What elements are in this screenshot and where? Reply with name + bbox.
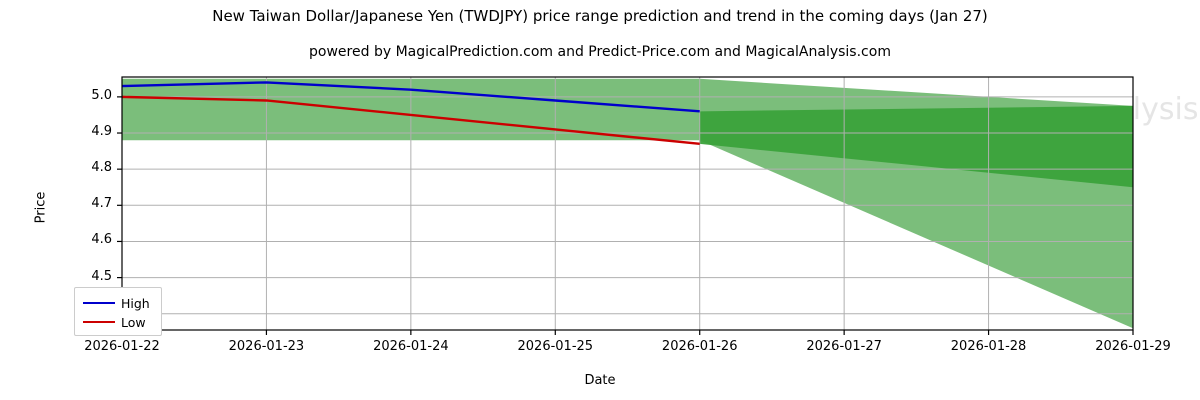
legend-item-high: High [75,295,150,311]
legend-swatch-high [83,302,115,304]
legend-label-high: High [121,295,150,311]
high-series-line [122,81,700,113]
legend: High Low [74,287,162,336]
y-tick-label: 4.5 [91,268,112,284]
low-series-line [122,95,700,146]
y-axis-label: Price [33,191,49,224]
forecast-inner-band [699,105,1133,188]
y-tick-label: 4.8 [91,160,112,176]
x-tick-label: 2026-01-28 [950,339,1027,354]
chart-subtitle: powered by MagicalPrediction.com and Pre… [309,44,891,60]
legend-item-low: Low [75,314,146,330]
x-tick-label: 2026-01-24 [373,339,449,354]
x-axis-label: Date [584,373,616,388]
y-tick-label: 4.6 [91,232,112,248]
y-tick-label: 4.7 [91,196,112,212]
x-tick-label: 2026-01-27 [806,339,882,354]
x-tick-label: 2026-01-25 [517,339,594,354]
series-group [122,81,700,146]
x-tick-label: 2026-01-26 [661,339,738,354]
y-tick-label: 5.0 [91,87,112,103]
chart-title: New Taiwan Dollar/Japanese Yen (TWDJPY) … [212,7,988,25]
x-tick-label: 2026-01-22 [84,339,160,354]
legend-swatch-low [83,321,115,323]
x-tick-label: 2026-01-23 [228,339,305,354]
plot-frame [121,76,1134,331]
x-tick-label: 2026-01-29 [1095,339,1171,354]
legend-label-low: Low [121,314,146,330]
y-tick-label: 4.9 [91,124,112,140]
